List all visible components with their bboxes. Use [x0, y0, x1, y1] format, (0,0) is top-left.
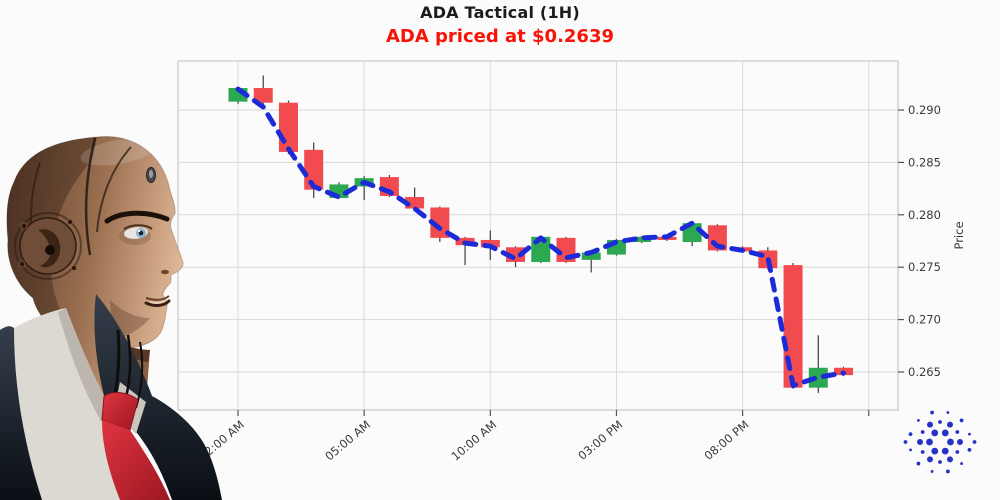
robot-nostril — [161, 269, 169, 275]
cardano-logo-dot — [967, 447, 972, 452]
plot-border — [177, 60, 899, 411]
cardano-logo-dot — [909, 448, 912, 452]
candle-body — [304, 149, 324, 190]
tactical-line — [235, 86, 846, 389]
candle-body — [581, 252, 601, 260]
candle-body — [632, 236, 652, 243]
robot-tie — [101, 392, 170, 500]
cardano-logo-dot — [927, 456, 933, 463]
cardano-logo-dot — [955, 450, 960, 454]
plot-area — [178, 61, 898, 410]
robot-eye — [119, 224, 153, 245]
robot-mouth — [144, 295, 171, 307]
cardano-logo-dot — [920, 430, 925, 434]
cardano-logo-dot — [930, 410, 935, 415]
cardano-logo-dot — [941, 447, 949, 455]
cardano-logo-dot — [917, 419, 920, 422]
x-tick-label: 05:00 AM — [322, 418, 373, 464]
cardano-logo-dot — [926, 438, 933, 446]
y-tick-label: 0.280 — [908, 208, 941, 222]
cardano-logo-dot — [903, 440, 908, 444]
cardano-logo-dot — [947, 456, 953, 463]
cardano-logo-dot — [941, 429, 949, 437]
cardano-logo-dot — [917, 439, 923, 445]
x-tick-label: 10:00 AM — [448, 418, 499, 464]
cardano-logo-dot — [931, 447, 939, 455]
cardano-logo-dot — [959, 418, 964, 423]
cardano-logo-dot — [938, 460, 942, 464]
cardano-logo-dot — [927, 421, 933, 428]
robot-suit-group — [0, 294, 222, 500]
cardano-logo-dot — [908, 432, 913, 437]
cardano-logo-dot — [968, 432, 971, 436]
cardano-logo-dot — [945, 469, 950, 474]
y-tick-label: 0.270 — [908, 313, 941, 327]
cardano-logo-dot — [955, 430, 960, 434]
candle-body — [808, 367, 828, 388]
candle-body — [480, 239, 500, 248]
x-tick-label: 08:00 PM — [701, 418, 751, 463]
y-tick-label: 0.265 — [908, 365, 941, 379]
cardano-logo-dot — [916, 461, 921, 466]
cardano-logo-dot — [947, 421, 953, 428]
cardano-logo-dot — [947, 438, 954, 446]
robot-ear-mech — [18, 217, 77, 275]
cardano-logo-dot — [930, 470, 934, 473]
chart-title: ADA Tactical (1H) — [420, 3, 580, 22]
candle-body — [253, 88, 273, 103]
cardano-logo-dot — [960, 462, 963, 465]
x-tick-label: 03:00 PM — [575, 418, 625, 463]
y-tick-label: 0.290 — [908, 103, 941, 117]
y-tick-label: 0.285 — [908, 155, 941, 169]
candle-body — [278, 102, 298, 152]
chart-subtitle: ADA priced at $0.2639 — [385, 26, 615, 47]
robot-shirt — [14, 308, 124, 500]
robot-head-group — [6, 136, 184, 403]
cardano-logo-dot — [931, 429, 939, 437]
cardano-logo-dot — [946, 411, 950, 414]
candle-body — [405, 196, 425, 209]
candle-body — [430, 207, 450, 238]
candle-body — [783, 265, 803, 388]
cardano-logo-dot — [957, 439, 963, 445]
cardano-logo-dot — [920, 450, 925, 454]
cardano-logo-dot — [972, 440, 977, 444]
y-axis-title: Price — [952, 221, 966, 249]
y-tick-label: 0.275 — [908, 260, 941, 274]
cardano-logo-dot — [938, 420, 942, 424]
robot-avatar-image — [0, 136, 222, 500]
robot-eyebrow — [104, 210, 170, 224]
cardano-logo-icon — [903, 410, 977, 474]
